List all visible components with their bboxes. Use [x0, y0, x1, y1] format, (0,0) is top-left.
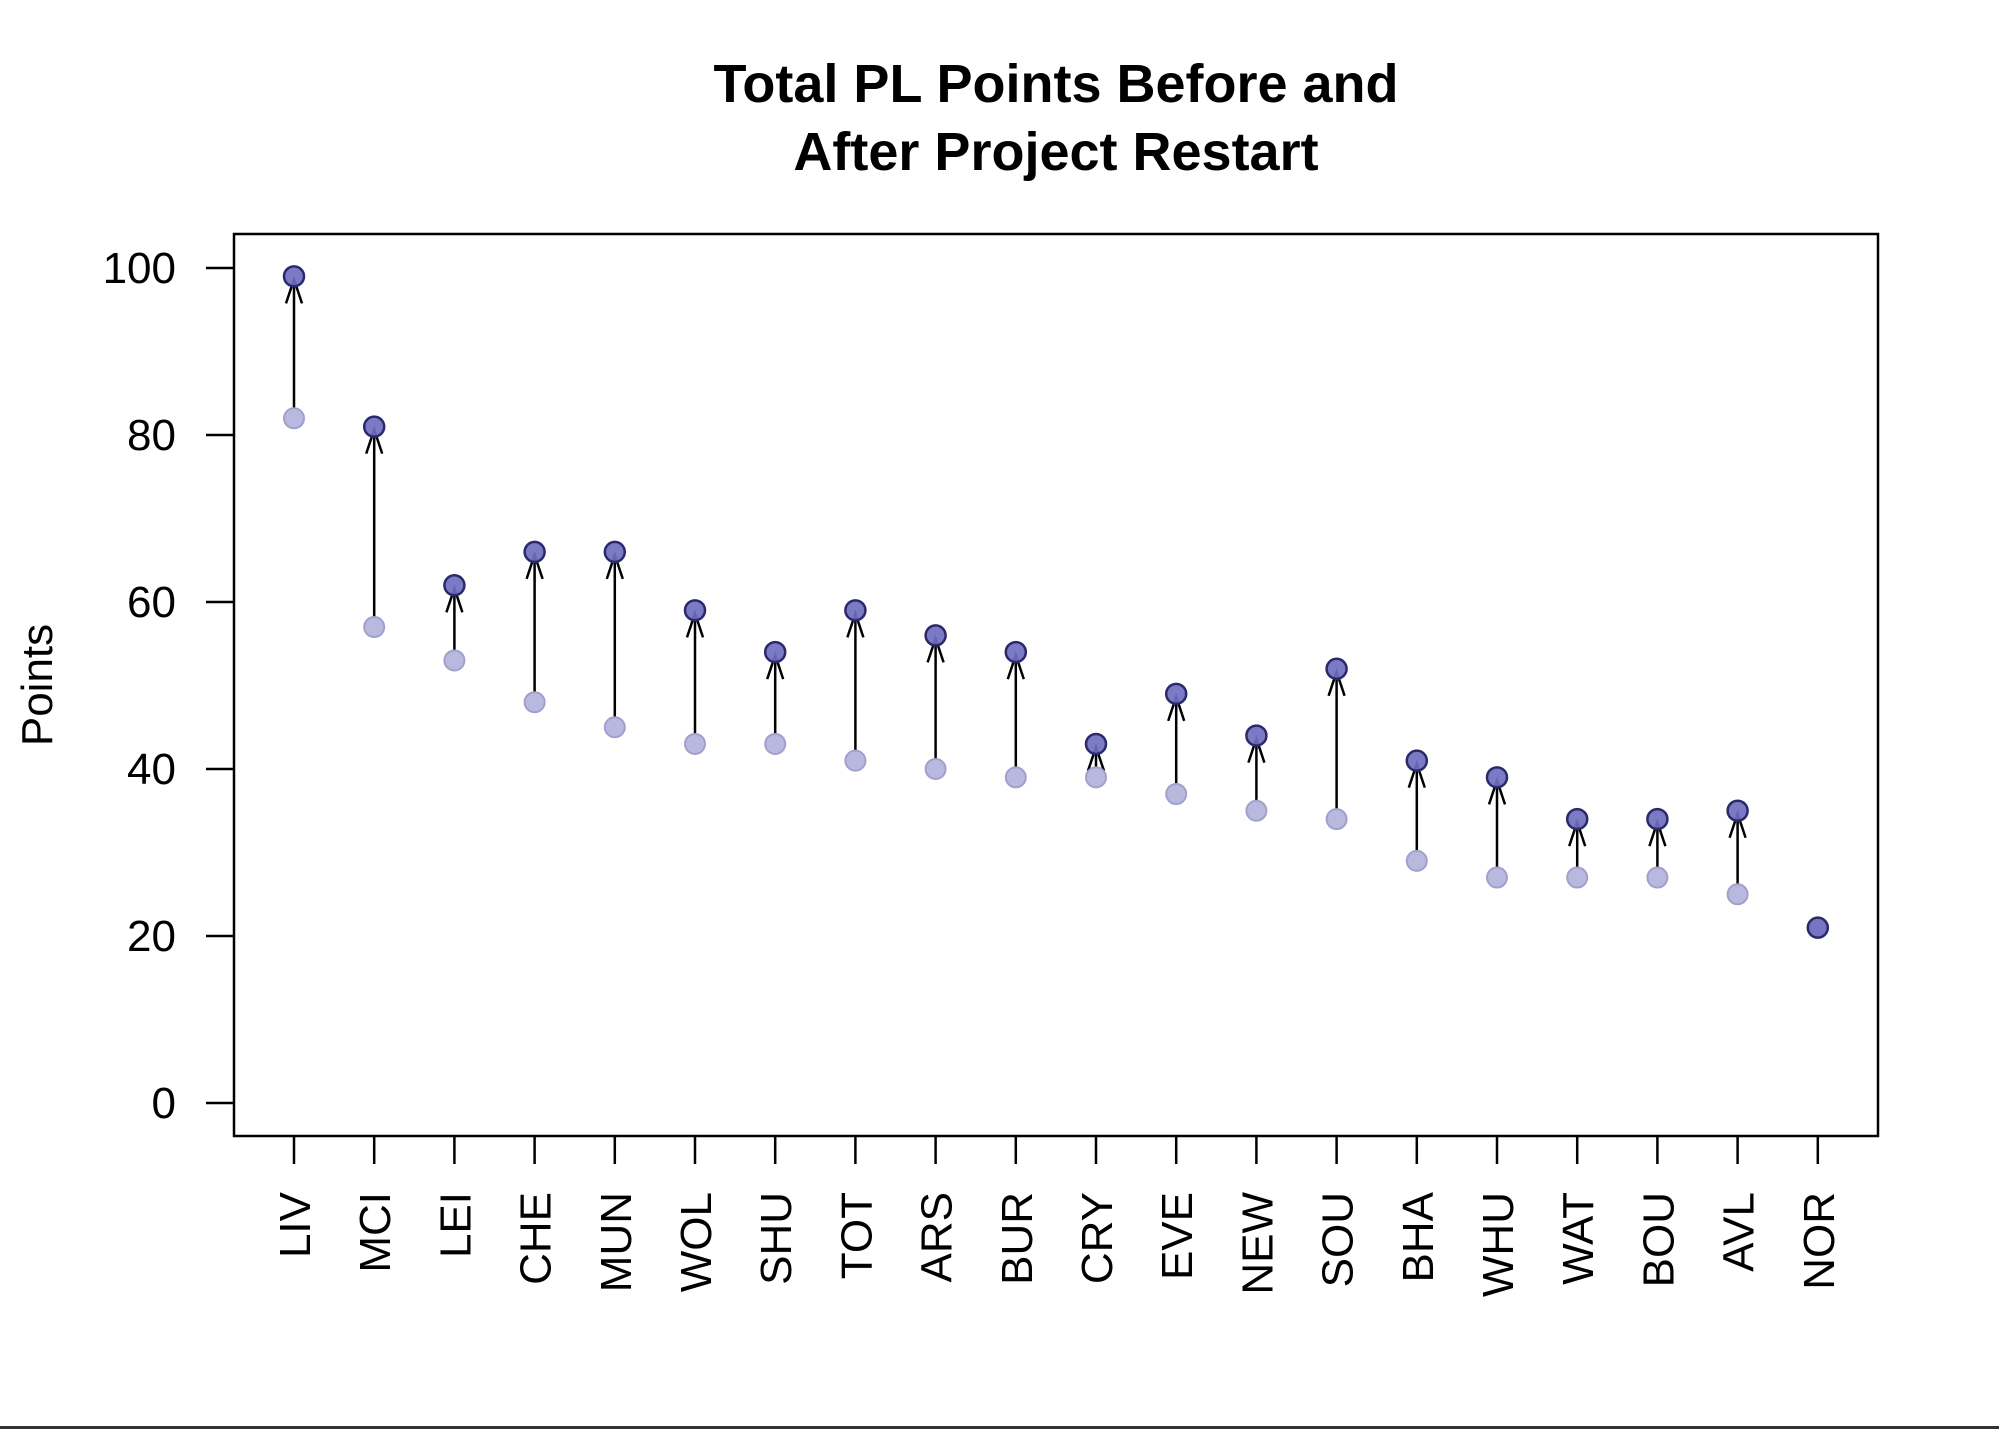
point-after: [1405, 749, 1429, 772]
points-before-restart: [283, 407, 1829, 939]
point-before: [1325, 808, 1348, 831]
point-before: [1405, 849, 1428, 872]
x-tick-label: SOU: [1314, 1192, 1363, 1287]
point-before: [924, 758, 947, 780]
point-after: [1245, 724, 1268, 747]
y-tick-label: 100: [103, 244, 176, 293]
point-before: [1726, 883, 1749, 906]
x-tick-label: MCI: [351, 1192, 400, 1273]
x-tick-label: SHU: [752, 1192, 801, 1285]
bottom-rule: [0, 1426, 1999, 1429]
x-axis: LIV MCI LEI CHE MUN WOL SHU TOT ARS BUR CRY EVE NEW S…: [271, 1136, 1844, 1297]
point-after: [844, 599, 867, 622]
x-tick-label: ARS: [913, 1192, 962, 1282]
x-tick-label: CRY: [1073, 1192, 1122, 1284]
x-tick-label: WHU: [1474, 1192, 1523, 1297]
y-tick-label: 0: [152, 1079, 176, 1128]
point-after: [282, 265, 306, 288]
point-before: [603, 716, 626, 739]
x-tick-label: CHE: [512, 1192, 561, 1285]
x-tick-label: TOT: [832, 1192, 881, 1279]
point-after: [1806, 916, 1830, 939]
point-after: [443, 574, 466, 597]
point-before: [443, 649, 466, 672]
chart-title-line-2: After Project Restart: [793, 122, 1318, 182]
point-before: [1245, 799, 1268, 822]
points-after-restart: [282, 265, 1830, 939]
point-after: [1485, 766, 1509, 789]
x-tick-label: WAT: [1554, 1192, 1603, 1285]
point-after: [523, 540, 546, 564]
point-before: [684, 732, 706, 755]
x-tick-label: MUN: [592, 1192, 641, 1292]
point-before: [363, 616, 386, 639]
point-before: [1486, 866, 1508, 889]
point-after: [1565, 807, 1589, 831]
point-after: [1726, 799, 1749, 822]
point-before: [1165, 783, 1188, 806]
point-after: [1084, 732, 1108, 756]
point-before: [523, 691, 546, 714]
point-after: [603, 540, 627, 564]
x-tick-label: AVL: [1715, 1192, 1764, 1272]
x-tick-label: LIV: [271, 1191, 320, 1258]
chart-title-line-1: Total PL Points Before and: [713, 54, 1398, 114]
y-axis: 0 20 40 60 80 100: [103, 244, 234, 1128]
point-after: [1004, 640, 1028, 664]
point-after: [1325, 657, 1348, 681]
point-before: [764, 732, 787, 755]
point-before: [283, 407, 305, 430]
point-after: [362, 415, 386, 438]
y-axis-label: Points: [13, 624, 62, 746]
x-tick-label: NOR: [1795, 1192, 1844, 1290]
point-before: [1646, 866, 1669, 889]
point-before: [1004, 766, 1027, 789]
change-arrows: [284, 275, 1747, 895]
y-tick-label: 80: [127, 411, 176, 460]
point-before: [844, 749, 867, 772]
x-tick-label: BOU: [1634, 1192, 1683, 1287]
point-before: [1566, 866, 1589, 889]
plot-frame: [232, 232, 1880, 1138]
point-after: [924, 624, 947, 647]
y-tick-label: 20: [127, 912, 176, 961]
y-tick-label: 60: [127, 578, 176, 627]
x-tick-label: WOL: [672, 1192, 721, 1292]
x-tick-label: NEW: [1233, 1192, 1282, 1295]
x-tick-label: EVE: [1153, 1192, 1202, 1280]
y-tick-label: 40: [127, 745, 176, 794]
x-tick-label: BHA: [1394, 1191, 1443, 1282]
point-after: [683, 599, 707, 622]
point-after: [1646, 807, 1669, 831]
point-after: [1164, 682, 1188, 706]
x-tick-label: LEI: [431, 1192, 480, 1258]
point-before: [1085, 766, 1107, 789]
point-after: [763, 640, 787, 664]
x-tick-label: BUR: [993, 1192, 1042, 1285]
